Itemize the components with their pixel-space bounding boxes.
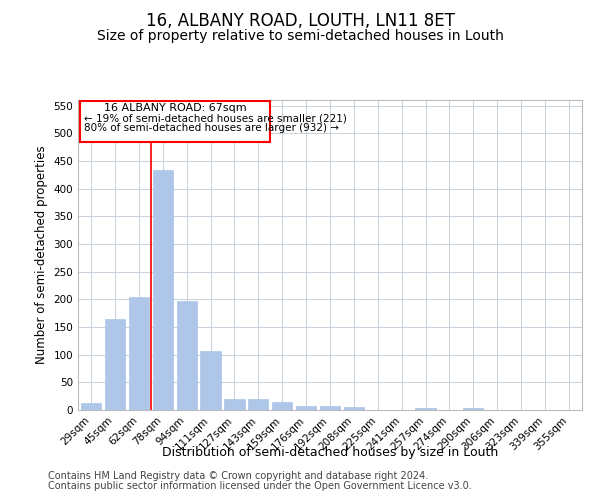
Bar xyxy=(344,407,364,410)
Bar xyxy=(272,402,292,410)
Text: 16, ALBANY ROAD, LOUTH, LN11 8ET: 16, ALBANY ROAD, LOUTH, LN11 8ET xyxy=(146,12,454,30)
Bar xyxy=(415,408,436,410)
Text: 80% of semi-detached houses are larger (932) →: 80% of semi-detached houses are larger (… xyxy=(84,122,339,132)
Bar xyxy=(248,399,268,410)
Text: Distribution of semi-detached houses by size in Louth: Distribution of semi-detached houses by … xyxy=(162,446,498,459)
Bar xyxy=(105,318,125,410)
Bar xyxy=(129,296,149,410)
Bar xyxy=(463,408,484,410)
Text: ← 19% of semi-detached houses are smaller (221): ← 19% of semi-detached houses are smalle… xyxy=(84,114,347,124)
Text: Contains public sector information licensed under the Open Government Licence v3: Contains public sector information licen… xyxy=(48,481,472,491)
Bar xyxy=(176,301,197,410)
Bar xyxy=(224,399,245,410)
Bar xyxy=(81,403,101,410)
Bar xyxy=(152,170,173,410)
Bar xyxy=(200,351,221,410)
Bar xyxy=(80,101,270,141)
Text: Size of property relative to semi-detached houses in Louth: Size of property relative to semi-detach… xyxy=(97,29,503,43)
Y-axis label: Number of semi-detached properties: Number of semi-detached properties xyxy=(35,146,48,364)
Bar xyxy=(320,406,340,410)
Bar xyxy=(296,406,316,410)
Text: Contains HM Land Registry data © Crown copyright and database right 2024.: Contains HM Land Registry data © Crown c… xyxy=(48,471,428,481)
Text: 16 ALBANY ROAD: 67sqm: 16 ALBANY ROAD: 67sqm xyxy=(104,103,247,113)
